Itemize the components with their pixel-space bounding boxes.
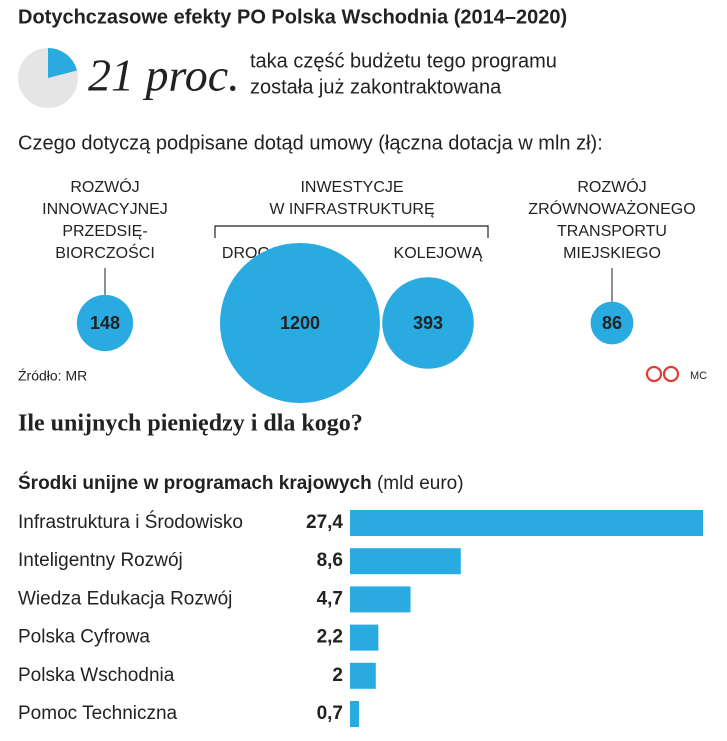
pie-value-label: 21 proc. — [88, 50, 240, 101]
category-label: Inteligentny Rozwój — [18, 550, 183, 571]
bar — [350, 586, 411, 613]
value-label: 0,7 — [317, 703, 343, 724]
value-label: 2 — [332, 665, 343, 686]
value-label: 1200 — [280, 313, 320, 333]
bubble — [382, 277, 474, 369]
caption: taka część budżetu tego programu — [250, 50, 557, 72]
logo — [645, 365, 680, 383]
credit: MC — [690, 370, 707, 382]
bar — [350, 701, 360, 727]
category-label: Polska Cyfrowa — [18, 627, 150, 648]
category-label: Pomoc Techniczna — [18, 703, 178, 724]
category-label: ROZWÓJ — [70, 177, 139, 196]
bar-subtitle: Środki unijne w programach krajowych (ml… — [18, 472, 464, 494]
bar — [350, 662, 376, 689]
value-label: 86 — [602, 313, 622, 333]
group-label: INWESTYCJE — [300, 179, 403, 196]
bar — [350, 624, 379, 651]
unit: (mld euro) — [377, 473, 464, 494]
bubble — [76, 294, 134, 352]
category-label: KOLEJOWĄ — [394, 245, 483, 262]
category-label: ROZWÓJ — [577, 177, 646, 196]
caption: została już zakontraktowana — [250, 76, 502, 98]
bar-title: Ile unijnych pieniędzy i dla kogo? — [18, 411, 363, 437]
category-label: ZRÓWNOWAŻONEGO — [528, 199, 695, 218]
bubble — [220, 243, 380, 403]
bar — [350, 548, 461, 575]
value-label: 393 — [413, 313, 443, 333]
category-label: TRANSPORTU — [557, 223, 667, 240]
category-label: Polska Wschodnia — [18, 665, 175, 686]
subtitle: Środki unijne w programach krajowych — [18, 472, 372, 494]
category-label: Wiedza Edukacja Rozwój — [18, 588, 232, 609]
value-label: 27,4 — [306, 512, 343, 533]
category-label: MIEJSKIEGO — [563, 245, 661, 262]
value-label: 148 — [90, 313, 120, 333]
category-label: INNOWACYJNEJ — [42, 201, 168, 218]
category-label: BIORCZOŚCI — [55, 243, 155, 262]
bubble-title: Czego dotyczą podpisane dotąd umowy (łąc… — [18, 132, 603, 154]
value-label: 8,6 — [317, 550, 343, 571]
pie-slice — [48, 48, 78, 78]
bubble — [590, 301, 634, 345]
group-bracket — [214, 225, 489, 238]
value-label: 4,7 — [317, 588, 343, 609]
category-label: Infrastruktura i Środowisko — [18, 511, 243, 533]
bar — [350, 510, 703, 536]
group-label: W INFRASTRUKTURĘ — [269, 201, 434, 218]
value-label: 2,2 — [317, 627, 343, 648]
source: Źródło: MR — [18, 368, 87, 384]
title: Dotychczasowe efekty PO Polska Wschodnia… — [18, 6, 567, 28]
category-label: PRZEDSIĘ- — [62, 223, 147, 240]
